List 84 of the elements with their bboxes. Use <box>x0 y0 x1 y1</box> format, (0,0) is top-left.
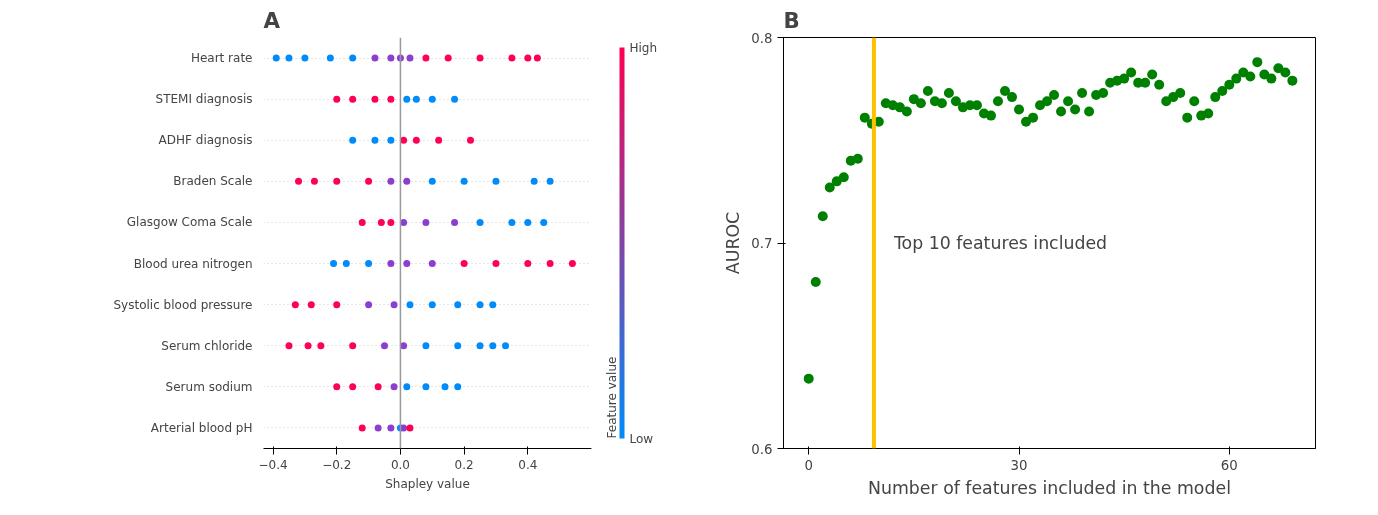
point <box>333 95 341 103</box>
point <box>428 95 436 103</box>
point <box>451 218 459 226</box>
point <box>381 342 389 350</box>
point <box>476 301 484 309</box>
point <box>454 383 462 391</box>
point <box>533 54 541 62</box>
x-axis-title: Number of features included in the model <box>868 477 1231 498</box>
point <box>428 177 436 185</box>
point <box>310 177 318 185</box>
point <box>476 342 484 350</box>
point <box>333 301 341 309</box>
point <box>428 301 436 309</box>
point <box>358 424 366 432</box>
point <box>333 177 341 185</box>
color-bar-label: Low <box>629 431 654 446</box>
point <box>476 54 484 62</box>
point <box>291 301 299 309</box>
point <box>295 177 303 185</box>
point <box>377 218 385 226</box>
point <box>489 301 497 309</box>
point <box>508 218 516 226</box>
y-tick-label: Heart rate <box>190 51 253 66</box>
x-tick-label: 0.0 <box>390 457 410 472</box>
point <box>422 342 430 350</box>
point <box>460 177 468 185</box>
point <box>349 383 357 391</box>
point <box>371 95 379 103</box>
y-tick-label: 0.8 <box>751 30 773 46</box>
point <box>390 301 398 309</box>
point <box>403 177 411 185</box>
ref-line-label: Top 10 features included <box>892 233 1108 253</box>
y-tick-label: Serum sodium <box>165 379 253 394</box>
color-bar-title: Feature value <box>604 356 619 439</box>
point <box>454 301 462 309</box>
point <box>304 342 312 350</box>
point <box>524 54 532 62</box>
point <box>317 342 325 350</box>
point <box>530 177 538 185</box>
point <box>540 218 548 226</box>
y-tick-label: ADHF diagnosis <box>158 133 253 148</box>
x-tick-label: 60 <box>1220 457 1238 473</box>
color-bar-label: High <box>629 40 658 55</box>
point <box>454 342 462 350</box>
point <box>492 177 500 185</box>
point <box>371 54 379 62</box>
point <box>451 95 459 103</box>
x-tick-label: 0.2 <box>454 457 474 472</box>
point <box>349 95 357 103</box>
y-tick-label: Systolic blood pressure <box>113 297 253 312</box>
point <box>476 218 484 226</box>
point <box>387 177 395 185</box>
chart-title: B <box>783 7 800 33</box>
point <box>307 301 315 309</box>
y-tick-label: Braden Scale <box>173 174 253 189</box>
x-tick-label: 0 <box>804 457 813 473</box>
point <box>400 342 408 350</box>
x-tick-label: −0.2 <box>322 457 352 472</box>
point <box>387 218 395 226</box>
y-tick-label: Blood urea nitrogen <box>133 256 253 271</box>
y-tick-label: STEMI diagnosis <box>155 92 253 107</box>
point <box>524 218 532 226</box>
point <box>358 218 366 226</box>
y-tick-label: Arterial blood pH <box>150 420 253 435</box>
x-tick-label: −0.4 <box>258 457 288 472</box>
point <box>422 218 430 226</box>
chart-title: A <box>263 7 281 33</box>
point <box>400 424 408 432</box>
y-tick-label: 0.6 <box>751 441 773 457</box>
point <box>428 260 436 268</box>
point <box>489 342 497 350</box>
x-tick-label: 30 <box>1010 457 1028 473</box>
x-tick-label: 0.4 <box>518 457 538 472</box>
y-tick-label: Glasgow Coma Scale <box>126 215 253 230</box>
x-axis-title: Shapley value <box>385 476 470 491</box>
y-tick-label: Serum chloride <box>161 338 253 353</box>
point <box>285 342 293 350</box>
y-axis-title: AUROC <box>723 211 744 275</box>
point <box>508 54 516 62</box>
point <box>403 260 411 268</box>
y-tick-label: 0.7 <box>751 236 773 251</box>
point <box>374 383 382 391</box>
point <box>333 383 341 391</box>
point <box>441 383 449 391</box>
